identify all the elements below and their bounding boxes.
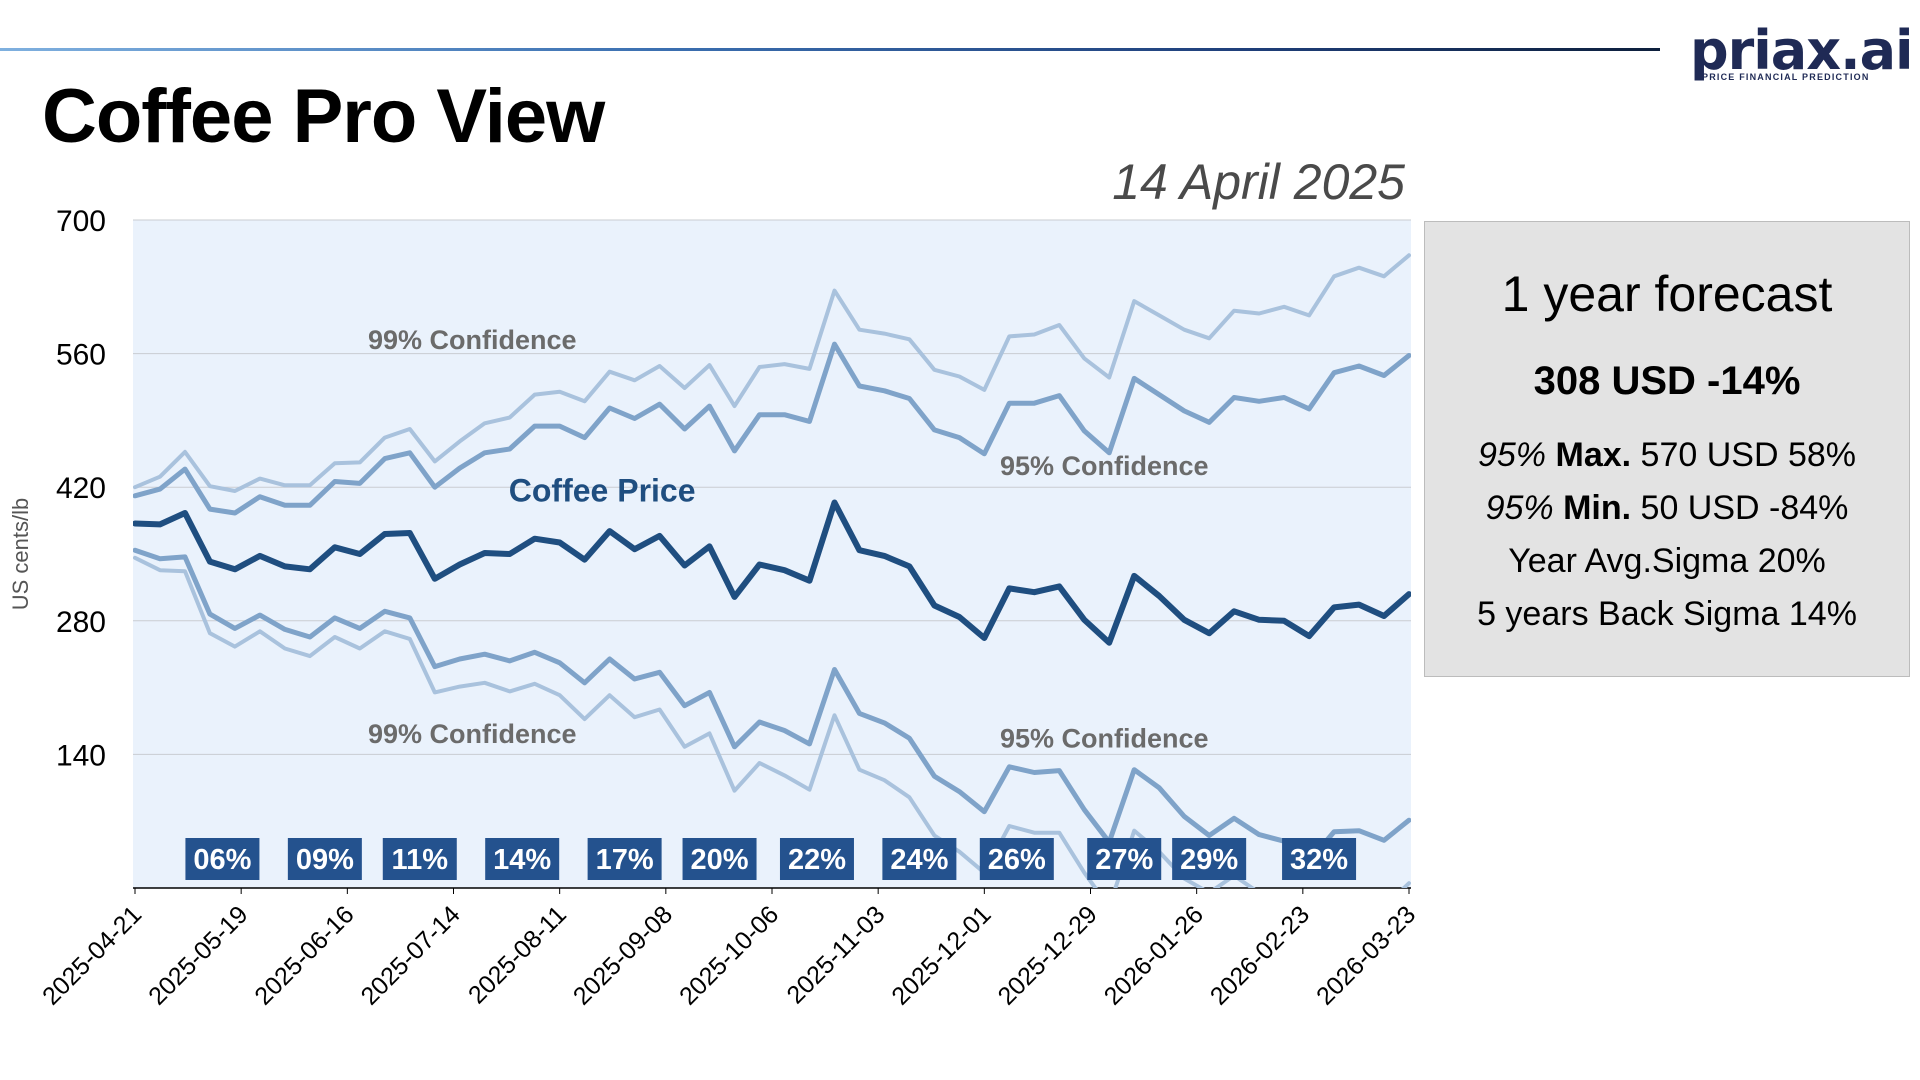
coffee-price-chart: 140 280 420 560 700 US cents/lb 99% Confidence… [8, 205, 1420, 1011]
x-tick-label: 2025-12-01 [886, 900, 996, 1010]
sigma-badge [185, 838, 260, 880]
forecast-max-prefix: 95% [1477, 436, 1547, 474]
sigma-badge-label: 14% [493, 844, 551, 876]
x-tick-label: 2025-07-14 [356, 900, 466, 1010]
forecast-title: 1 year forecast [1501, 266, 1833, 322]
series-line-99-lower [133, 555, 1411, 888]
x-tick-label: 2026-01-26 [1099, 900, 1209, 1010]
sigma-badge [287, 838, 362, 880]
series-line-95-lower [133, 547, 1411, 864]
confidence-label: 95% Confidence [1000, 724, 1209, 754]
sigma-badge-label: 26% [988, 844, 1046, 876]
y-tick-label: 560 [56, 339, 106, 372]
forecast-panel: 1 year forecast 308 USD -14% 95% Max. 57… [1424, 221, 1910, 677]
sigma-badge [1087, 838, 1162, 880]
forecast-headline: 308 USD -14% [1533, 359, 1801, 403]
confidence-label: 95% Confidence [1000, 451, 1209, 481]
sigma-badge-label: 20% [691, 844, 749, 876]
forecast-min: 95% Min. 50 USD -84% [1425, 486, 1909, 530]
logo-tagline: PRICE FINANCIAL PREDICTION [1702, 72, 1870, 82]
sigma-badge-label: 17% [596, 844, 654, 876]
sigma-badge-label: 29% [1180, 844, 1238, 876]
sigma-badge [882, 838, 957, 880]
sigma-badge [587, 838, 662, 880]
forecast-max: 95% Max. 570 USD 58% [1425, 433, 1909, 477]
header-divider [0, 48, 1660, 51]
x-tick-label: 2025-04-21 [37, 900, 147, 1010]
x-tick-label: 2025-10-06 [674, 900, 784, 1010]
page-title: Coffee Pro View [42, 74, 605, 159]
confidence-label: 99% Confidence [368, 325, 577, 355]
series-line-99-upper [133, 253, 1411, 493]
logo-text: priax.ai [1690, 19, 1914, 82]
sigma-badge [382, 838, 457, 880]
plot-series [133, 253, 1411, 888]
series-line-coffee-price [133, 499, 1411, 646]
x-tick-label: 2025-11-03 [781, 900, 890, 1009]
forecast-year-avg-sigma: Year Avg.Sigma 20% [1508, 542, 1826, 580]
series-line-95-upper [133, 341, 1411, 516]
sigma-badge-label: 11% [392, 844, 449, 876]
plot-background [133, 220, 1411, 888]
sigma-badge-label: 32% [1290, 844, 1348, 876]
x-tick-label: 2026-02-23 [1205, 900, 1315, 1010]
x-tick-label: 2026-03-23 [1311, 900, 1420, 1010]
y-tick-label: 420 [56, 472, 106, 505]
confidence-label: 99% Confidence [368, 719, 577, 749]
brand-logo: priax.ai PRICE FINANCIAL PREDICTION [1690, 22, 1914, 92]
sigma-badge-label: 06% [193, 844, 251, 876]
x-tick-label: 2025-09-08 [568, 900, 678, 1010]
sigma-badge [979, 838, 1054, 880]
forecast-back-sigma: 5 years Back Sigma 14% [1477, 595, 1857, 633]
forecast-min-label: Min. [1563, 489, 1632, 527]
y-tick-label: 140 [56, 739, 106, 772]
y-axis-label: US cents/lb [8, 498, 33, 611]
sigma-badge [779, 838, 854, 880]
x-tick-label: 2025-08-11 [463, 900, 572, 1009]
x-tick-label: 2025-06-16 [249, 900, 359, 1010]
sigma-badge-label: 09% [296, 844, 354, 876]
forecast-max-label: Max. [1555, 436, 1632, 474]
forecast-max-value: 570 USD 58% [1640, 436, 1857, 474]
sigma-badge-label: 22% [788, 844, 846, 876]
sigma-badge [485, 838, 560, 880]
logo-wordmark: priax.ai [1690, 19, 1914, 82]
x-tick-label: 2025-12-29 [993, 900, 1103, 1010]
report-date: 14 April 2025 [1112, 154, 1405, 210]
sigma-badge [1172, 838, 1247, 880]
x-tick-label: 2025-05-19 [143, 900, 253, 1010]
sigma-badge [682, 838, 757, 880]
forecast-min-prefix: 95% [1485, 489, 1554, 527]
sigma-badge-label: 27% [1095, 844, 1153, 876]
series-label-coffee-price: Coffee Price [509, 473, 696, 509]
forecast-min-value: 50 USD -84% [1640, 489, 1849, 527]
sigma-badge-label: 24% [890, 844, 948, 876]
y-tick-label: 280 [56, 606, 106, 639]
sigma-badge [1282, 838, 1357, 880]
y-tick-label: 700 [56, 205, 106, 238]
